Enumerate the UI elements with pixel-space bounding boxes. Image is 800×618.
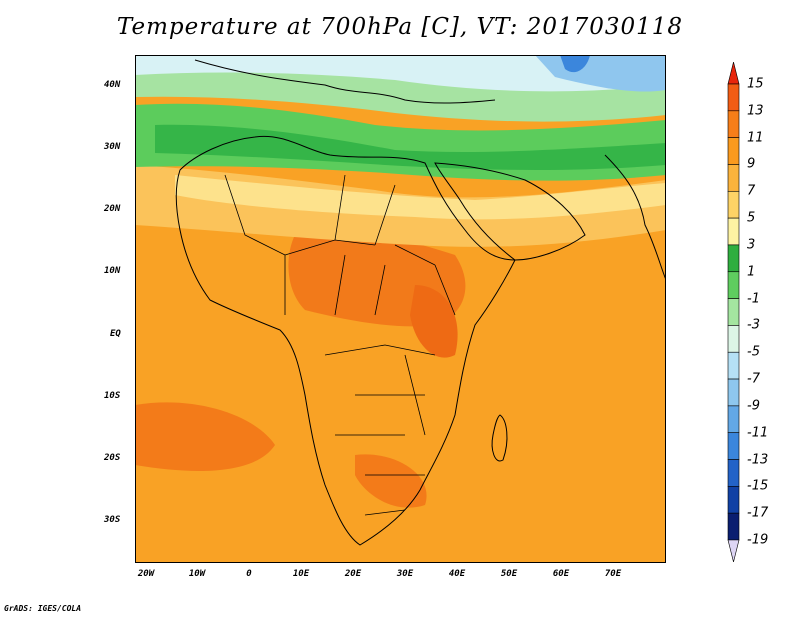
colorbar-label: 15 (747, 76, 764, 92)
lat-label-20s: 20S (104, 453, 121, 463)
lon-label-70e: 70E (604, 569, 622, 579)
lon-label-60e: 60E (552, 569, 570, 579)
colorbar-label: -11 (747, 425, 769, 441)
lat-label-20n: 20N (104, 204, 121, 214)
colorbar-swatch (727, 351, 740, 380)
colorbar-swatch (727, 110, 740, 138)
temperature-map (135, 55, 666, 563)
map-border (135, 55, 666, 563)
lat-label-eq: EQ (110, 329, 121, 339)
hot-region-south (355, 454, 427, 508)
lon-label-30e: 30E (396, 569, 414, 579)
colorbar-label: -5 (747, 344, 760, 360)
colorbar-swatch (727, 244, 740, 273)
colorbar-swatch (727, 378, 740, 407)
colorbar-label: -19 (747, 532, 769, 548)
lat-label-30s: 30S (104, 515, 121, 525)
colorbar-label: -9 (747, 398, 760, 414)
colorbar-label: 9 (747, 156, 756, 172)
colorbar-label: 11 (747, 130, 764, 146)
colorbar-label: -7 (747, 371, 760, 387)
colorbar-swatch (727, 459, 740, 487)
cool-region-europe (135, 55, 666, 92)
arabia-outline (434, 162, 586, 261)
lon-label-40e: 40E (448, 569, 466, 579)
cold-spot (560, 55, 590, 73)
colorbar-swatch (727, 432, 740, 460)
colorbar-top-arrow (727, 61, 740, 85)
colorbar-swatch (727, 217, 740, 246)
colorbar-swatch (727, 137, 740, 165)
colorbar-label: -15 (747, 478, 769, 494)
lon-label-20e: 20E (344, 569, 362, 579)
lon-label-0: 0 (246, 569, 252, 579)
colorbar-label: 13 (747, 103, 764, 119)
colorbar-swatch (727, 298, 740, 326)
colorbar-swatch (727, 486, 740, 514)
colorbar-label: -1 (747, 291, 760, 307)
colorbar-bottom-arrow (727, 539, 740, 563)
colorbar-swatch (727, 190, 740, 219)
colorbar-swatch (727, 405, 740, 434)
colorbar-label: -3 (747, 317, 760, 333)
lon-label-50e: 50E (500, 569, 518, 579)
green-band-north-dark (155, 124, 666, 170)
chart-title: Temperature at 700hPa [C], VT: 201703011… (116, 14, 684, 40)
colorbar-label: 1 (747, 264, 756, 280)
country-borders (224, 174, 456, 516)
colorbar-label: -13 (747, 452, 769, 468)
colorbar-label: -17 (747, 505, 769, 521)
colorbar-swatch (727, 325, 740, 353)
colorbar-label: 3 (747, 237, 756, 253)
colorbar-label: 5 (747, 210, 756, 226)
lon-label-20w: 20W (137, 569, 155, 579)
lat-label-40n: 40N (104, 80, 121, 90)
europe-coast (194, 59, 496, 104)
credit-text: GrADS: IGES/COLA (4, 604, 82, 613)
lon-label-10w: 10W (188, 569, 206, 579)
hot-region-east-africa (410, 285, 458, 358)
madagascar-outline (491, 414, 508, 462)
hot-region-atlantic (135, 402, 275, 471)
colorbar-swatch (727, 83, 740, 112)
colorbar-swatch (727, 512, 740, 541)
lon-label-10e: 10E (292, 569, 310, 579)
colorbar-swatch (727, 271, 740, 299)
lat-label-10n: 10N (104, 266, 121, 276)
lat-label-30n: 30N (104, 142, 121, 152)
africa-outline (175, 135, 516, 546)
colorbar-label: 7 (747, 183, 756, 199)
colorbar-swatch (727, 164, 740, 192)
mild-band-sahara-inner (175, 175, 666, 220)
lat-label-10s: 10S (104, 391, 121, 401)
india-outline (604, 154, 666, 281)
colorbar (723, 61, 793, 563)
